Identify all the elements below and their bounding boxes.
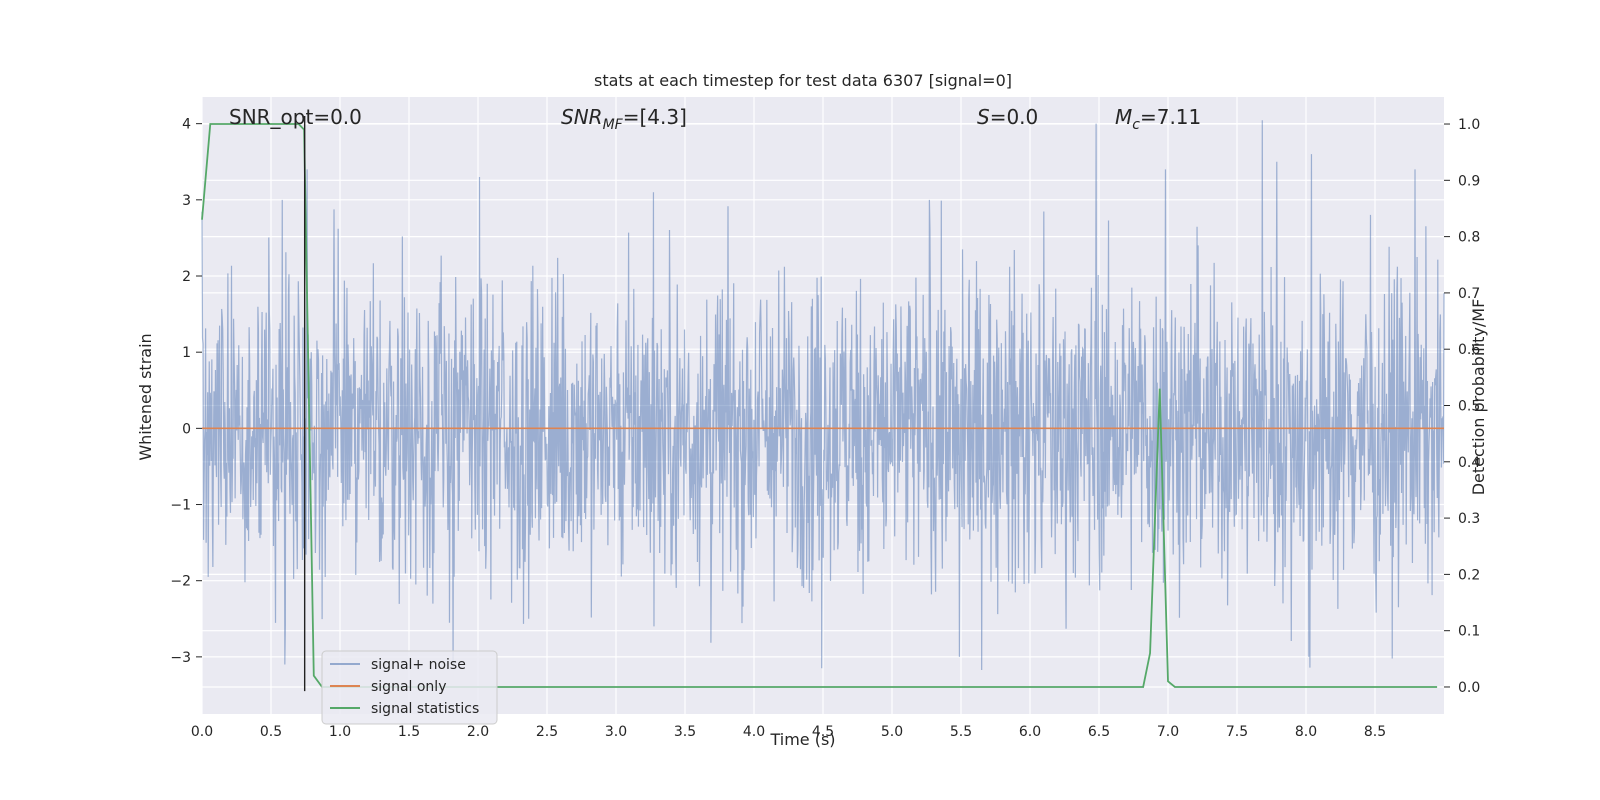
y-tick-label: 2 (182, 269, 191, 285)
y2-axis-title: Detection probability/MF (1469, 299, 1488, 496)
x-tick-label: 5.5 (950, 724, 972, 740)
x-tick-label: 1.5 (398, 724, 420, 740)
y-tick-label: −2 (170, 574, 191, 590)
y2-tick-label: 0.2 (1458, 567, 1480, 583)
y-tick-label: −3 (170, 650, 191, 666)
y2-tick-label: 1.0 (1458, 117, 1480, 133)
signal-noise-line (201, 120, 1445, 671)
signal-noise-series (201, 120, 1445, 671)
y-tick-label: 1 (182, 345, 191, 361)
legend-box (321, 650, 498, 725)
x-tick-label: 7.5 (1226, 724, 1248, 740)
x-tick-label: 8.5 (1364, 724, 1386, 740)
y-tick-label: 0 (182, 421, 191, 437)
x-tick-label: 2.5 (536, 724, 558, 740)
mc-subscript: c (1132, 117, 1140, 133)
s-symbol: S (977, 105, 990, 129)
y2-tick-label: 0.8 (1458, 230, 1480, 246)
x-tick-label: 0.5 (260, 724, 282, 740)
chart-title: stats at each timestep for test data 630… (594, 71, 1012, 90)
legend-label-noise: signal+ noise (371, 657, 466, 673)
x-tick-label: 0.0 (191, 724, 213, 740)
x-tick-label: 7.0 (1157, 724, 1179, 740)
x-tick-label: 6.5 (1088, 724, 1110, 740)
mc-annotation: Mc=7.11 (1115, 105, 1201, 133)
y2-tick-label: 0.3 (1458, 511, 1480, 527)
s-value: =0.0 (990, 105, 1039, 129)
x-tick-label: 4.5 (812, 724, 834, 740)
x-tick-label: 6.0 (1019, 724, 1041, 740)
y2-tick-label: 0.4 (1458, 455, 1480, 471)
legend: signal+ noise signal only signal statist… (321, 650, 498, 725)
snr-opt-annotation: SNR_opt=0.0 (229, 105, 362, 129)
mc-symbol: M (1115, 105, 1132, 129)
legend-label-statistics: signal statistics (371, 701, 479, 717)
y2-tick-label: 0.6 (1458, 342, 1480, 358)
x-tick-label: 2.0 (467, 724, 489, 740)
x-tick-label: 3.0 (605, 724, 627, 740)
snr-mf-annotation: SNRMF=[4.3] (561, 105, 687, 133)
y2-tick-label: 0.0 (1458, 680, 1480, 696)
x-axis-ticks: 0.0 0.5 1.0 1.5 2.0 2.5 3.0 3.5 4.0 4.5 5.0 5.5 6.0 6… (191, 724, 1386, 740)
y2-tick-label: 0.5 (1458, 399, 1480, 415)
y-tick-label: 4 (182, 117, 191, 133)
y2-tick-label: 0.7 (1458, 286, 1480, 302)
x-tick-label: 1.0 (329, 724, 351, 740)
y2-tick-label: 0.1 (1458, 624, 1480, 640)
x-tick-label: 5.0 (881, 724, 903, 740)
legend-label-signal: signal only (371, 679, 446, 695)
y2-tick-label: 0.9 (1458, 173, 1480, 189)
snr-mf-value: =[4.3] (623, 105, 687, 129)
x-axis-title: Time (s) (769, 730, 835, 749)
x-tick-label: 8.0 (1295, 724, 1317, 740)
y-axis-ticks: 4 3 2 1 0 −1 −2 −3 (170, 117, 202, 666)
s-annotation: S=0.0 (977, 105, 1038, 129)
y-axis-title: Whitened strain (136, 333, 155, 460)
mc-value: =7.11 (1140, 105, 1201, 129)
snr-mf-subscript: MF (603, 117, 624, 133)
y-tick-label: 3 (182, 193, 191, 209)
y2-axis-ticks: 1.0 0.9 0.8 0.7 0.6 0.5 0.4 0.3 0.2 0.1 0.0 (1444, 117, 1480, 696)
x-tick-label: 3.5 (674, 724, 696, 740)
snr-mf-symbol: SNR (561, 105, 603, 129)
y-tick-label: −1 (170, 498, 191, 514)
x-tick-label: 4.0 (743, 724, 765, 740)
